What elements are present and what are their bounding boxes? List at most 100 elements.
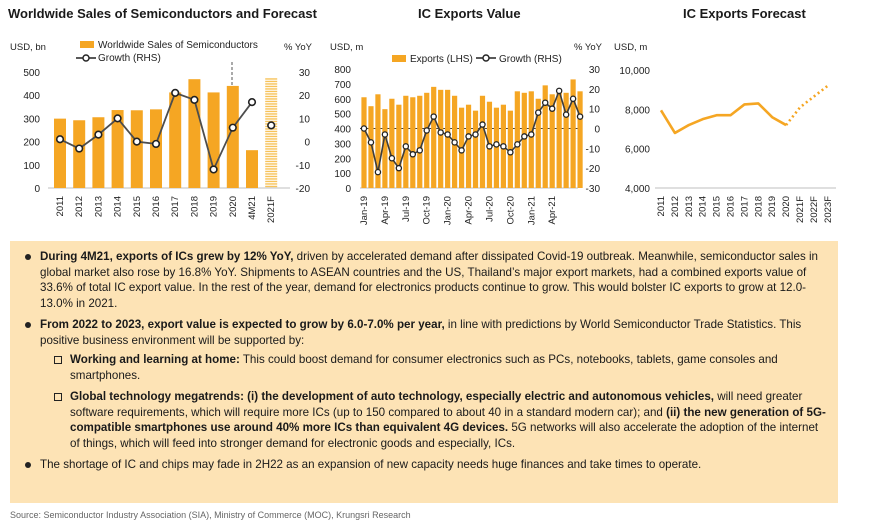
c2-xtick: Jan-21 (526, 196, 537, 225)
c1-ytick-right: 30 (299, 68, 311, 79)
c1-xtick: 2017 (170, 196, 181, 217)
c2-xtick: Oct-19 (422, 196, 433, 225)
c1-ylabel-left: USD, bn (10, 42, 46, 53)
bullet-1: During 4M21, exports of ICs grew by 12% … (24, 249, 828, 311)
c2-growth-point (409, 151, 417, 158)
c2-xtick: Apr-20 (464, 196, 475, 225)
c1-xtick: 2013 (93, 196, 104, 217)
c2-bar (417, 95, 423, 188)
c1-growth-point (151, 139, 161, 149)
c1-growth-point (94, 130, 103, 139)
c1-bar (111, 110, 124, 188)
c1-growth-point (171, 88, 180, 97)
c2-legend-line-marker (482, 54, 490, 62)
c2-ytick-right: 20 (589, 85, 601, 96)
c1-bar (226, 85, 239, 188)
bullet-3: The shortage of IC and chips may fade in… (24, 457, 828, 473)
c2-ytick-right: -20 (586, 164, 601, 175)
c2-bar (535, 98, 541, 188)
c2-bar (389, 98, 395, 188)
c2-growth-point (562, 111, 570, 118)
c2-growth-point (416, 147, 424, 154)
c2-growth-point (500, 143, 507, 150)
c2-growth-point (374, 168, 382, 176)
c3-ytick: 8,000 (625, 105, 650, 116)
c2-growth-point (444, 131, 451, 138)
c3-ytick: 6,000 (625, 145, 650, 156)
c2-growth-point (521, 133, 528, 140)
c1-xtick: 2018 (189, 196, 200, 217)
c1-growth-point (228, 123, 237, 132)
c1-xtick: 2012 (74, 196, 85, 217)
c1-bar (92, 117, 105, 188)
c2-ytick-left: 200 (334, 154, 351, 165)
c3-ytick: 4,000 (625, 184, 650, 195)
c2-growth-point (486, 143, 493, 150)
c2-growth-point (472, 131, 479, 138)
c1-xtick: 2019 (209, 196, 220, 217)
c2-ylabel-right: % YoY (574, 42, 603, 53)
c1-ytick-left: 400 (23, 91, 40, 102)
c2-growth-point (395, 164, 403, 172)
c2-xtick: Apr-21 (547, 196, 558, 225)
chart2-title: IC Exports Value (418, 6, 521, 21)
c2-xtick: Apr-19 (380, 196, 391, 225)
c1-growth-point (55, 135, 65, 144)
c2-growth-point (360, 125, 368, 132)
c3-xtick: 2021F (795, 196, 806, 223)
c2-ytick-left: 500 (334, 110, 351, 121)
c2-growth-point (541, 99, 549, 106)
c1-ytick-left: 500 (23, 68, 40, 79)
c1-ytick-left: 0 (34, 184, 40, 195)
c2-legend-bar-swatch (392, 55, 406, 62)
c2-growth-point (388, 154, 396, 162)
c1-ytick-left: 100 (23, 161, 40, 172)
c2-ytick-left: 600 (334, 95, 351, 106)
c3-xtick: 2015 (712, 196, 723, 217)
c1-bar (130, 110, 143, 188)
c1-growth-point (209, 165, 218, 174)
c2-ytick-right: -30 (586, 184, 601, 195)
source-note: Source: Semiconductor Industry Associati… (10, 510, 411, 520)
c3-xtick: 2014 (698, 196, 709, 217)
c1-ytick-right: 20 (299, 91, 311, 102)
c2-xtick: Oct-20 (505, 196, 516, 225)
c2-growth-point (381, 131, 389, 138)
c1-ytick-right: 10 (299, 114, 311, 125)
c1-xtick: 2015 (132, 196, 143, 217)
c2-ytick-left: 0 (345, 184, 351, 195)
c2-bar (465, 104, 472, 188)
c2-growth-point (451, 139, 458, 146)
c2-legend-bar-label: Exports (LHS) (410, 54, 473, 65)
c1-ytick-right: -10 (296, 161, 311, 172)
chart3-title: IC Exports Forecast (683, 6, 806, 21)
c2-growth-point (423, 127, 430, 134)
c2-ytick-left: 400 (334, 125, 351, 136)
commentary-panel: During 4M21, exports of ICs grew by 12% … (10, 241, 838, 503)
c2-ytick-right: 10 (589, 105, 601, 116)
c2-bar (382, 109, 388, 188)
c2-ytick-left: 300 (334, 139, 351, 150)
chart1-title: Worldwide Sales of Semiconductors and Fo… (8, 6, 317, 21)
bullet-2: From 2022 to 2023, export value is expec… (24, 317, 828, 451)
c2-ytick-left: 700 (334, 80, 351, 91)
c2-bar (368, 106, 374, 188)
c1-bar (207, 92, 220, 188)
c2-ytick-left: 100 (334, 169, 351, 180)
c1-growth-point (75, 144, 84, 153)
c3-forecast-line (785, 84, 829, 126)
c2-growth-point (576, 113, 584, 120)
c2-bar (424, 92, 430, 188)
c1-legend-line-label: Growth (RHS) (98, 53, 161, 64)
c1-legend-line-marker (82, 54, 90, 62)
c2-bar (577, 91, 583, 188)
c1-ytick-left: 200 (23, 138, 40, 149)
c1-legend-bar-label: Worldwide Sales of Semiconductors (98, 40, 258, 51)
c1-ytick-right: 0 (304, 138, 310, 149)
c1-xtick: 2020 (228, 196, 239, 217)
c2-ytick-right: 0 (594, 125, 600, 136)
c2-bar (396, 104, 402, 188)
c1-ytick-left: 300 (23, 114, 40, 125)
c2-growth-point (367, 139, 375, 146)
c2-growth-point (493, 141, 500, 148)
